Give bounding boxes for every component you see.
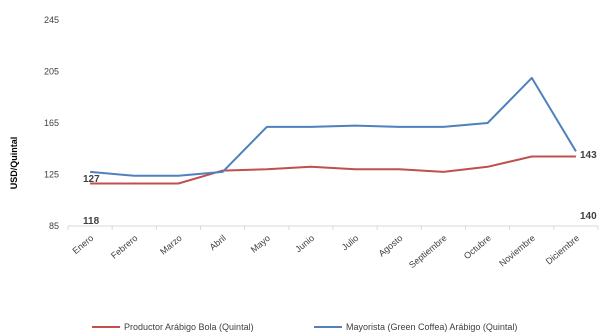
y-axis-title: USD/Quintal — [9, 137, 19, 190]
x-tick-label: Septiembre — [407, 233, 449, 270]
legend: Productor Arábigo Bola (Quintal) Mayoris… — [92, 322, 517, 332]
x-tick-label: Julio — [340, 233, 361, 253]
legend-label-productor: Productor Arábigo Bola (Quintal) — [124, 322, 254, 332]
data-label-mayorista-enero: 127 — [83, 174, 100, 185]
x-tick-label: Febrero — [109, 233, 140, 261]
x-axis-labels: Enero Febrero Marzo Abril Mayo Junio Julio Agos… — [71, 233, 582, 270]
x-tick-label: Enero — [71, 233, 96, 256]
data-label-mayorista-diciembre: 143 — [580, 150, 597, 161]
y-tick-label: 165 — [44, 118, 59, 128]
series-lines — [90, 76, 577, 185]
y-tick-label: 205 — [44, 67, 59, 77]
y-tick-label: 245 — [44, 15, 59, 25]
y-tick-label: 85 — [49, 221, 59, 231]
series-line-productor — [90, 155, 576, 185]
series-line-mayorista — [90, 76, 577, 177]
y-axis-ticks: 85 125 165 205 245 — [44, 15, 59, 231]
x-tick-label: Mayo — [249, 233, 272, 255]
x-tick-label: Abril — [208, 233, 228, 252]
y-tick-label: 125 — [44, 170, 59, 180]
data-label-productor-enero: 118 — [83, 216, 100, 227]
x-tick-label: Marzo — [158, 233, 184, 257]
x-tick-label: Agosto — [377, 233, 405, 259]
x-tick-label: Diciembre — [544, 233, 581, 267]
data-label-productor-diciembre: 140 — [580, 211, 597, 222]
legend-label-mayorista: Mayorista (Green Coffea) Arábigo (Quinta… — [346, 322, 517, 332]
x-axis — [67, 225, 599, 230]
x-tick-label: Noviembre — [497, 233, 537, 269]
x-tick-label: Octubre — [462, 233, 493, 261]
x-tick-label: Junio — [293, 233, 316, 254]
